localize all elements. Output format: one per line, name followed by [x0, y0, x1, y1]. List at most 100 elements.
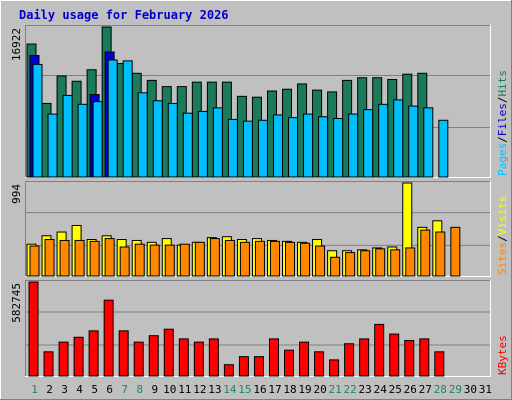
- x-label-day-18: 18: [283, 383, 296, 396]
- bar-kbytes-day-23: [359, 338, 370, 377]
- bar-pages-day-1: [32, 63, 43, 178]
- x-label-day-1: 1: [31, 383, 38, 396]
- bar-sites-day-11: [179, 243, 190, 277]
- x-label-day-19: 19: [298, 383, 311, 396]
- bar-pages-day-13: [212, 107, 223, 178]
- bar-sites-day-23: [360, 250, 371, 277]
- bar-pages-day-8: [137, 92, 148, 178]
- panel-3: 582745 KBytes: [10, 280, 509, 377]
- x-label-day-23: 23: [359, 383, 372, 396]
- bar-kbytes-day-16: [253, 356, 264, 377]
- bar-sites-day-15: [239, 241, 250, 277]
- bar-pages-day-12: [197, 110, 208, 178]
- bar-sites-day-26: [405, 247, 416, 277]
- x-label-day-8: 8: [136, 383, 143, 396]
- x-label-day-22: 22: [344, 383, 357, 396]
- bar-pages-day-14: [227, 118, 238, 178]
- x-label-day-21: 21: [328, 383, 341, 396]
- bar-sites-day-1: [29, 245, 40, 277]
- bar-kbytes-day-25: [389, 333, 400, 377]
- bar-kbytes-day-24: [374, 323, 385, 377]
- bar-pages-day-3: [62, 94, 73, 178]
- bar-pages-day-28: [438, 119, 449, 178]
- bar-pages-day-22: [348, 113, 359, 178]
- bar-kbytes-day-22: [344, 343, 355, 377]
- x-label-day-9: 9: [151, 383, 158, 396]
- bar-kbytes-day-1: [28, 281, 39, 377]
- bar-sites-day-5: [89, 240, 100, 277]
- bar-pages-day-24: [378, 103, 389, 178]
- bar-kbytes-day-13: [208, 338, 219, 377]
- x-label-day-30: 30: [464, 383, 477, 396]
- bar-kbytes-day-5: [88, 330, 99, 377]
- x-label-day-3: 3: [61, 383, 68, 396]
- panel-legend: KBytes: [496, 335, 509, 375]
- legend-separator: /: [496, 136, 509, 143]
- bar-sites-day-9: [149, 244, 160, 277]
- bar-sites-day-21: [330, 256, 341, 277]
- bar-pages-day-19: [303, 113, 314, 178]
- bar-kbytes-day-20: [314, 351, 325, 377]
- bar-kbytes-day-8: [133, 341, 144, 377]
- bar-pages-day-9: [152, 100, 163, 178]
- x-label-day-10: 10: [163, 383, 176, 396]
- bar-pages-day-23: [363, 109, 374, 178]
- x-label-day-15: 15: [238, 383, 251, 396]
- bar-kbytes-day-7: [118, 330, 129, 377]
- x-label-day-6: 6: [106, 383, 113, 396]
- x-label-day-4: 4: [76, 383, 83, 396]
- bar-kbytes-day-6: [103, 299, 114, 377]
- x-label-day-7: 7: [121, 383, 128, 396]
- bar-pages-day-15: [242, 120, 253, 178]
- bar-sites-day-2: [44, 239, 55, 277]
- legend-sites: Sites: [496, 242, 509, 275]
- bar-pages-day-17: [272, 114, 283, 178]
- legend-kbytes: KBytes: [496, 335, 509, 375]
- legend-separator: /: [496, 97, 509, 104]
- bar-sites-day-28: [435, 231, 446, 277]
- x-label-day-2: 2: [46, 383, 53, 396]
- bar-sites-day-10: [164, 244, 175, 277]
- x-label-day-17: 17: [268, 383, 281, 396]
- chart-panels: 16922Pages/Files/Hits994Sites/Visits5827…: [10, 25, 509, 377]
- panel-legend: Sites/Visits: [496, 196, 509, 276]
- bar-kbytes-day-4: [73, 336, 84, 377]
- bar-pages-day-6: [107, 59, 118, 178]
- x-label-day-27: 27: [419, 383, 432, 396]
- legend-files: Files: [496, 103, 509, 136]
- bar-sites-day-24: [375, 248, 386, 277]
- bar-kbytes-day-2: [43, 351, 54, 377]
- x-label-day-11: 11: [178, 383, 191, 396]
- bar-kbytes-day-18: [284, 349, 295, 377]
- bar-pages-day-20: [318, 116, 329, 178]
- bar-pages-day-16: [257, 119, 268, 178]
- bar-sites-day-3: [59, 239, 70, 277]
- x-label-day-25: 25: [389, 383, 402, 396]
- bar-sites-day-17: [269, 240, 280, 277]
- bar-sites-day-29: [450, 226, 461, 277]
- legend-hits: Hits: [496, 70, 509, 97]
- x-label-day-20: 20: [313, 383, 326, 396]
- x-label-day-12: 12: [193, 383, 206, 396]
- bar-kbytes-day-21: [329, 359, 340, 377]
- chart-title: Daily usage for February 2026: [19, 8, 229, 22]
- bar-pages-day-4: [77, 103, 88, 178]
- bar-sites-day-14: [224, 239, 235, 277]
- bar-pages-day-7: [122, 60, 133, 178]
- bar-pages-day-25: [393, 99, 404, 178]
- bar-sites-day-4: [74, 239, 85, 277]
- x-axis-day-labels: 1 2 3 4 5 6 7 8 9 10 11 12 13 14 15 16 17 18 19 20 21 22 23 24 2…: [31, 383, 492, 396]
- bar-pages-day-26: [408, 105, 419, 178]
- bar-kbytes-day-27: [419, 338, 430, 377]
- bar-pages-day-2: [47, 113, 58, 178]
- bar-kbytes-day-14: [223, 364, 234, 377]
- legend-visits: Visits: [496, 196, 509, 236]
- bar-pages-day-5: [92, 101, 103, 178]
- x-label-day-16: 16: [253, 383, 266, 396]
- bar-sites-day-8: [134, 243, 145, 277]
- bar-sites-day-27: [420, 229, 431, 277]
- x-label-day-26: 26: [404, 383, 417, 396]
- bar-kbytes-day-10: [163, 328, 174, 377]
